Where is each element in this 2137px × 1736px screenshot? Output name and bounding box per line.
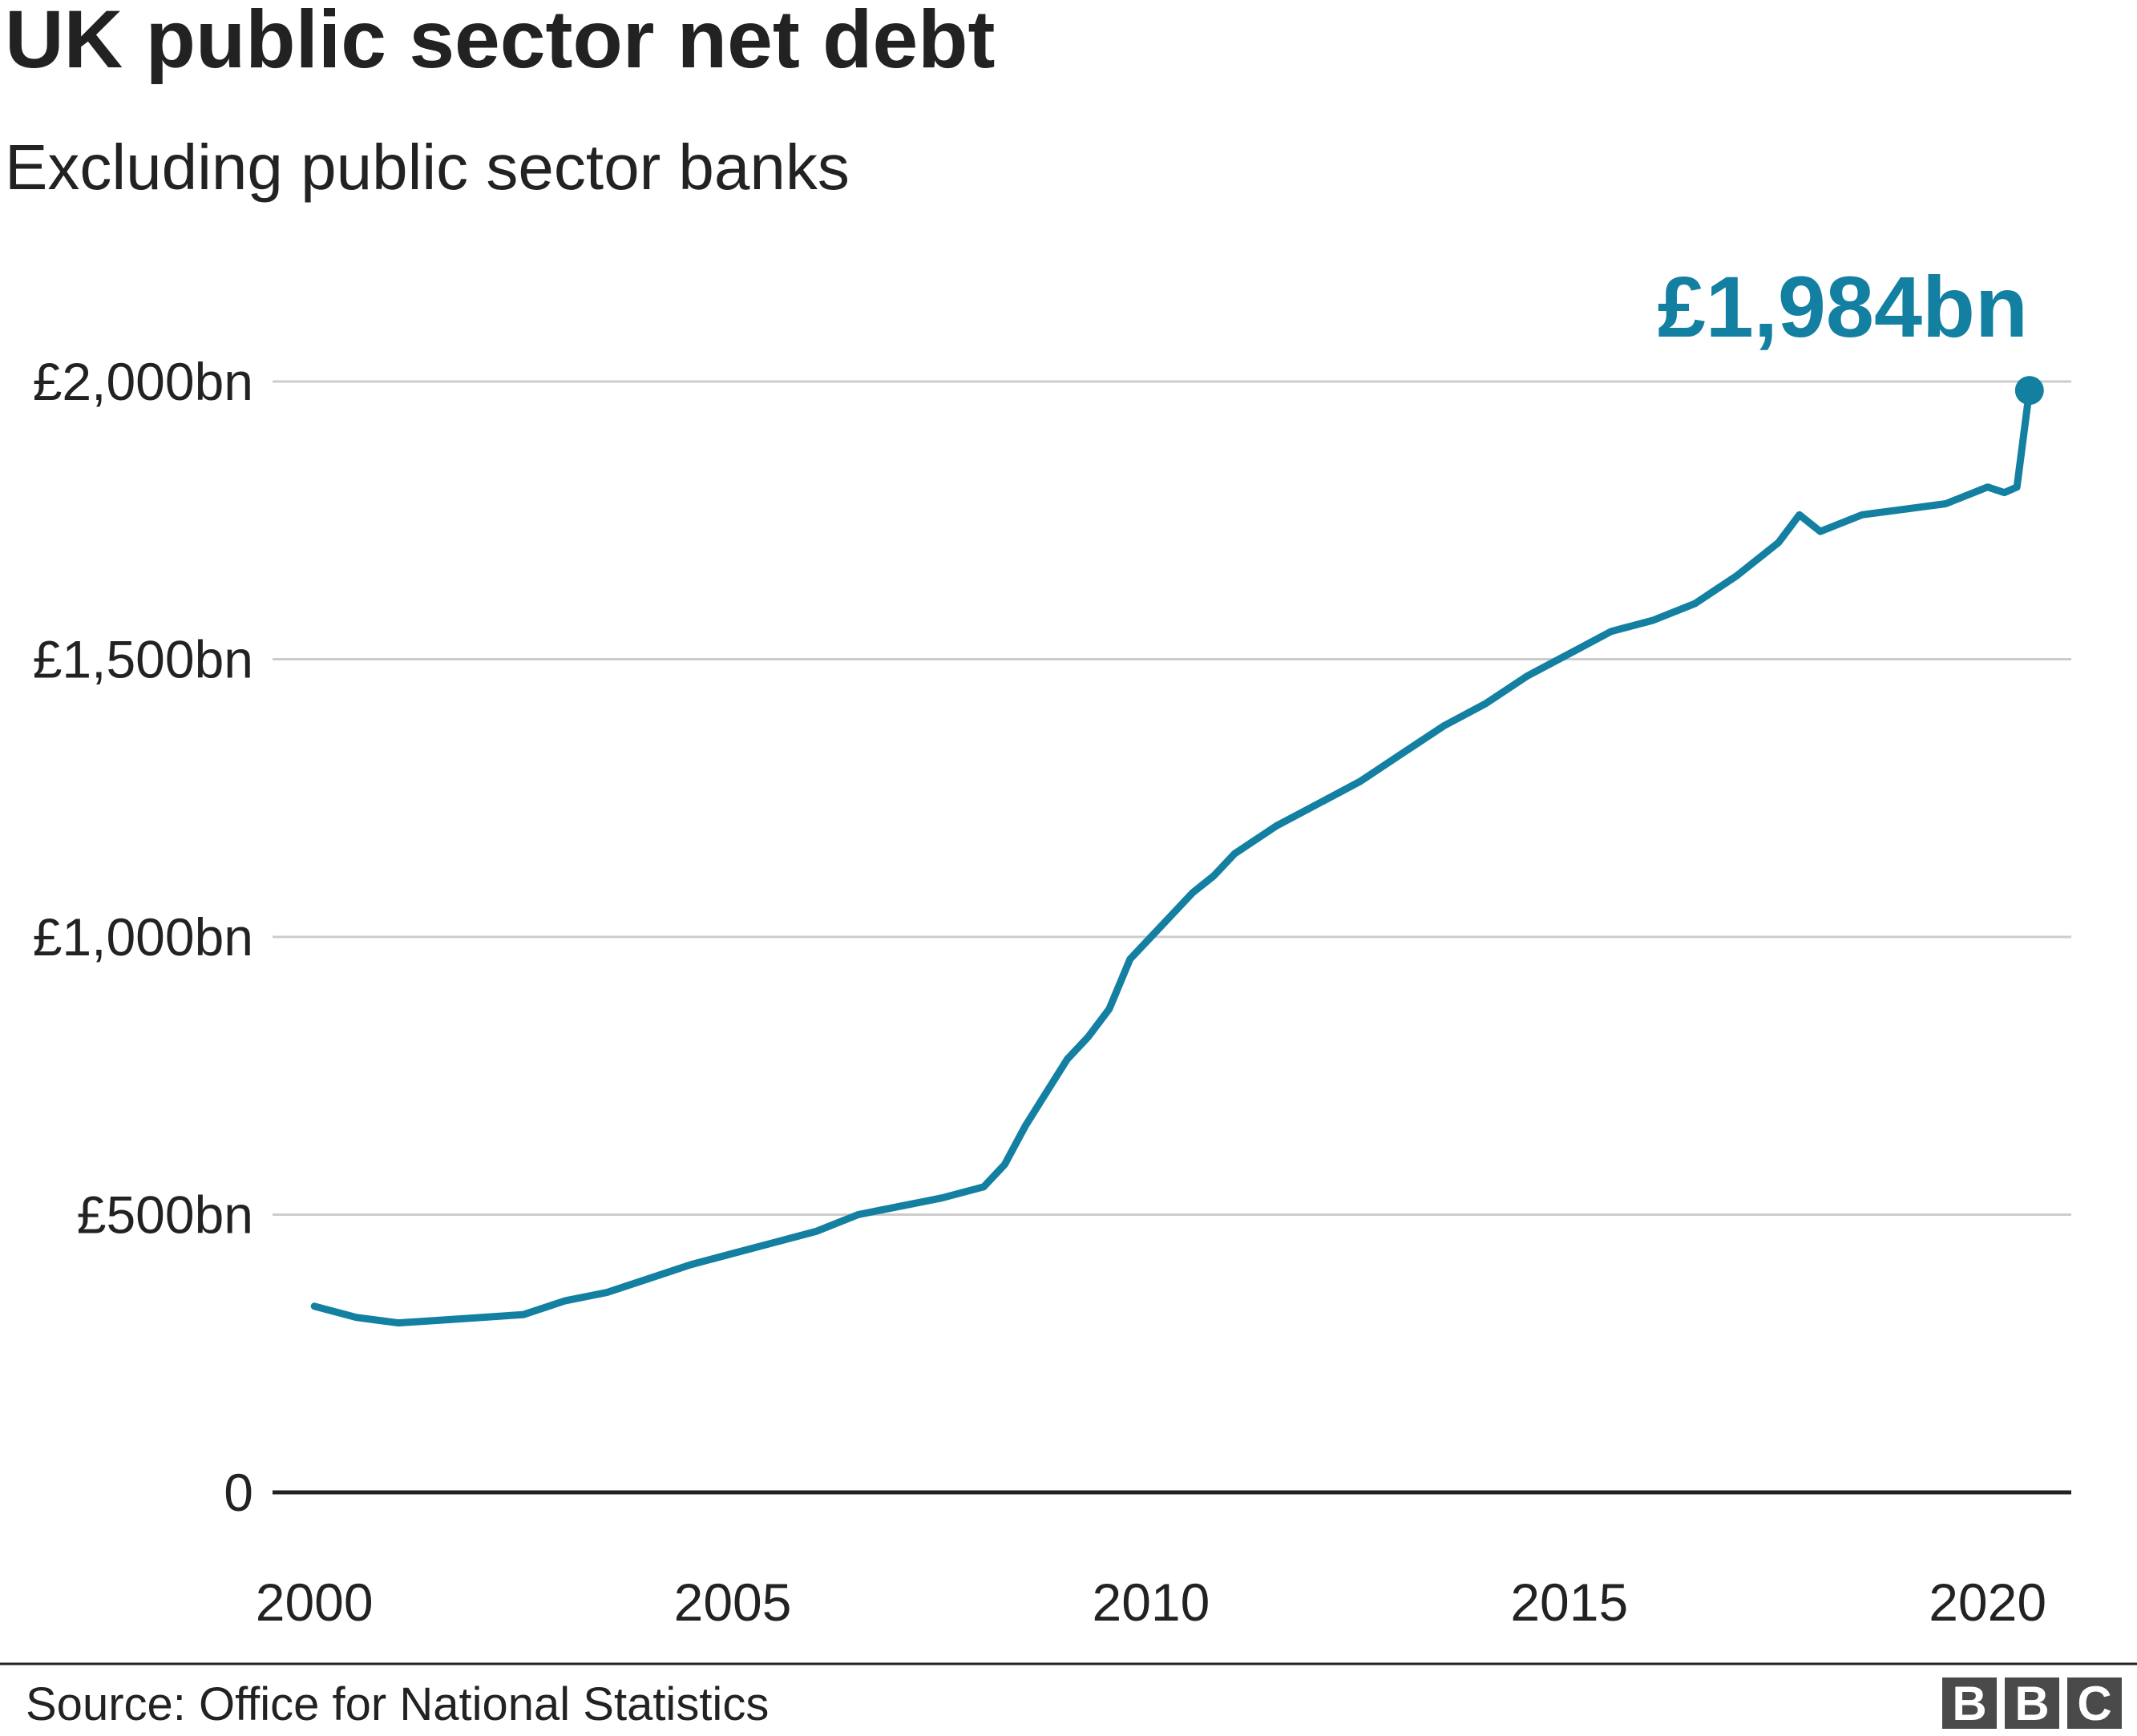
y-axis-tick-labels: 0 £500bn £1,000bn £1,500bn £2,000bn xyxy=(33,352,253,1522)
y-tick-label: £1,500bn xyxy=(33,630,253,689)
y-tick-label: 0 xyxy=(224,1463,253,1522)
chart-subtitle: Excluding public sector banks xyxy=(5,131,850,203)
bbc-logo-box-1 xyxy=(1942,1677,1997,1729)
y-tick-label: £2,000bn xyxy=(33,352,253,411)
x-tick-label: 2010 xyxy=(1092,1572,1210,1632)
bbc-logo-letter-1: B xyxy=(1952,1677,1986,1730)
series-layer xyxy=(310,376,2044,1327)
x-tick-label: 2000 xyxy=(256,1572,374,1632)
bbc-logo-box-3 xyxy=(2067,1677,2122,1729)
bbc-logo-letter-3: C xyxy=(2077,1677,2111,1730)
x-tick-label: 2005 xyxy=(674,1572,792,1632)
gridlines xyxy=(273,380,2071,1495)
chart-title: UK public sector net debt xyxy=(5,0,995,85)
x-axis-tick-labels: 2000 2005 2010 2015 2020 xyxy=(256,1572,2046,1632)
bbc-logo-letter-2: B xyxy=(2014,1677,2049,1730)
x-tick-label: 2020 xyxy=(1929,1572,2046,1632)
bbc-logo-box-2 xyxy=(2005,1677,2059,1729)
y-tick-label: £1,000bn xyxy=(33,907,253,967)
latest-value-marker xyxy=(2014,376,2044,406)
y-tick-label: £500bn xyxy=(77,1185,253,1245)
bbc-logo: B B C xyxy=(1942,1677,2122,1730)
x-tick-label: 2015 xyxy=(1510,1572,1628,1632)
series-line xyxy=(310,386,2034,1327)
latest-value-annotation: £1,984bn xyxy=(1658,258,2028,355)
source-note: Source: Office for National Statistics xyxy=(26,1678,769,1730)
